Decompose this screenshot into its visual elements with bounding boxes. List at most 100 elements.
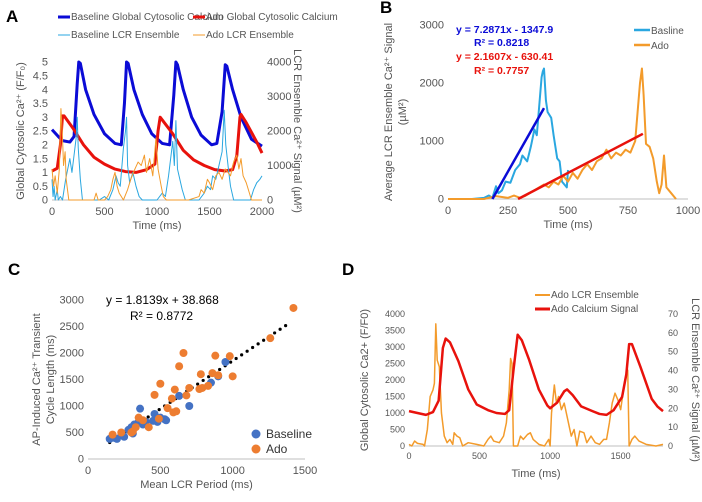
x-axis-label: Mean LCR Period (ms) xyxy=(140,479,252,491)
scatter-point-baseline xyxy=(175,391,184,400)
scatter-point-ado xyxy=(289,303,298,312)
y-tick-label: 0 xyxy=(42,195,48,207)
trendline-dot xyxy=(240,353,244,357)
legend-label: Ado xyxy=(651,41,669,52)
legend-label: Baseline LCR Ensemble xyxy=(71,30,180,41)
y-tick-label: 0 xyxy=(400,441,405,451)
x-tick-label: 0 xyxy=(445,205,451,217)
scatter-point-ado xyxy=(266,334,275,343)
panel-label-a: A xyxy=(6,7,18,26)
series-line-1 xyxy=(51,112,264,174)
y2-tick-label: 4000 xyxy=(267,57,291,69)
y-tick-label: 1000 xyxy=(420,136,444,148)
series-line-3 xyxy=(51,108,262,201)
y2-tick-label: 30 xyxy=(668,384,678,394)
y-tick-label: 3500 xyxy=(385,326,405,336)
y2-axis-label: LCR Ensemble Ca²⁺ Signal (µM²) xyxy=(689,298,701,462)
y-tick-label: 3000 xyxy=(385,342,405,352)
y-axis-label-line2: Cycle Length (ms) xyxy=(45,335,57,424)
y2-tick-label: 0 xyxy=(668,441,673,451)
y2-tick-label: 0 xyxy=(267,195,273,207)
y2-tick-label: 60 xyxy=(668,328,678,338)
y-tick-label: 3.5 xyxy=(33,98,48,110)
legend-label: Basline xyxy=(651,26,684,37)
x-tick-label: 1000 xyxy=(676,205,700,217)
trendline-dot xyxy=(234,356,238,361)
panel-label-c: C xyxy=(8,260,20,279)
y2-tick-label: 10 xyxy=(668,422,678,432)
y-axis-label: Global Cytosolic Ca2+ (F/F0) xyxy=(359,309,371,451)
y2-tick-label: 2000 xyxy=(267,126,291,138)
x-tick-label: 1500 xyxy=(197,206,221,218)
y-tick-label: 2000 xyxy=(60,348,84,360)
y-tick-label: 2500 xyxy=(60,321,84,333)
fit-equation: y = 2.1607x - 630.41 xyxy=(456,51,553,63)
y-tick-label: 1500 xyxy=(60,374,84,386)
y2-tick-label: 1000 xyxy=(267,160,291,172)
trendline-dot xyxy=(256,342,260,346)
x-tick-label: 1000 xyxy=(540,451,560,461)
legend-label: Baseline xyxy=(266,427,312,441)
trendline-dot xyxy=(196,382,200,386)
trendline-dot xyxy=(245,349,249,353)
trendline-dot xyxy=(157,408,161,412)
legend-label: Ado xyxy=(266,442,288,456)
scatter-point-ado xyxy=(225,352,234,361)
y-tick-label: 3 xyxy=(42,112,48,124)
scatter-point-ado xyxy=(108,430,117,439)
y2-tick-label: 70 xyxy=(668,309,678,319)
x-tick-label: 1000 xyxy=(145,206,169,218)
x-tick-label: 0 xyxy=(406,451,411,461)
y-tick-label: 4 xyxy=(42,84,48,96)
scatter-point-ado xyxy=(170,385,179,394)
y-tick-label: 500 xyxy=(390,425,405,435)
trendline-dot xyxy=(218,367,222,372)
fit-equation: R² = 0.8218 xyxy=(474,37,529,49)
y-tick-label: 0 xyxy=(438,194,444,206)
chart-B: 0 250 500 750 1000 0 1000 2000 3000 Time (ms) Aver… xyxy=(383,20,700,231)
y2-axis-label: LCR Ensemble Ca²⁺ Signal (µM²) xyxy=(291,49,303,213)
x-tick-label: 0 xyxy=(85,465,91,477)
trendline xyxy=(491,107,546,200)
scatter-point-ado xyxy=(185,383,194,392)
scatter-point-ado xyxy=(214,371,223,380)
x-axis-label: Time (ms) xyxy=(543,219,592,231)
y-axis-label: Average LCR Ensemble Ca²⁺ Signal xyxy=(383,23,395,201)
panel-label-d: D xyxy=(342,260,354,279)
scatter-point-baseline xyxy=(136,404,145,413)
fit-equation: y = 1.8139x + 38.868 xyxy=(106,293,219,307)
x-tick-label: 500 xyxy=(95,206,113,218)
y-tick-label: 2.5 xyxy=(33,126,48,138)
x-tick-label: 500 xyxy=(559,205,577,217)
scatter-point-ado xyxy=(167,394,176,403)
trendline-dot xyxy=(201,378,205,383)
trendline xyxy=(517,132,644,201)
chart-C: 0 500 1000 1500 0 500 1000 1500 2000 2500 3000 Mean… xyxy=(31,293,317,491)
trendline-dot xyxy=(278,327,282,331)
scatter-point-ado xyxy=(138,416,147,425)
y-tick-label: 2000 xyxy=(385,375,405,385)
x-tick-label: 750 xyxy=(619,205,637,217)
x-tick-label: 1500 xyxy=(293,465,317,477)
y-tick-label: 0 xyxy=(78,454,84,466)
scatter-point-baseline xyxy=(221,358,230,367)
y-axis-label: AP-Induced Ca²⁺ Transient xyxy=(31,313,43,445)
x-tick-label: 0 xyxy=(49,206,55,218)
scatter-point-ado xyxy=(211,351,220,360)
scatter-point-ado xyxy=(172,407,181,416)
y-tick-label: 2500 xyxy=(385,359,405,369)
legend-label: Ado Global Cytosolic Calcium xyxy=(206,12,338,23)
y-tick-label: 4.5 xyxy=(33,70,48,82)
scatter-point-ado xyxy=(175,362,184,371)
legend-marker xyxy=(251,444,261,454)
legend-label: Ado Calcium Signal xyxy=(551,304,638,315)
x-axis-label: Time (ms) xyxy=(132,220,181,232)
chart-D: 0 500 1000 15000500100015002000250030003500… xyxy=(359,290,701,480)
scatter-point-ado xyxy=(150,390,159,399)
x-axis-label: Time (ms) xyxy=(511,468,560,480)
y-tick-label: 4000 xyxy=(385,309,405,319)
x-tick-label: 500 xyxy=(151,465,169,477)
y-tick-label: 1.5 xyxy=(33,153,48,165)
series-line-2 xyxy=(51,109,263,201)
